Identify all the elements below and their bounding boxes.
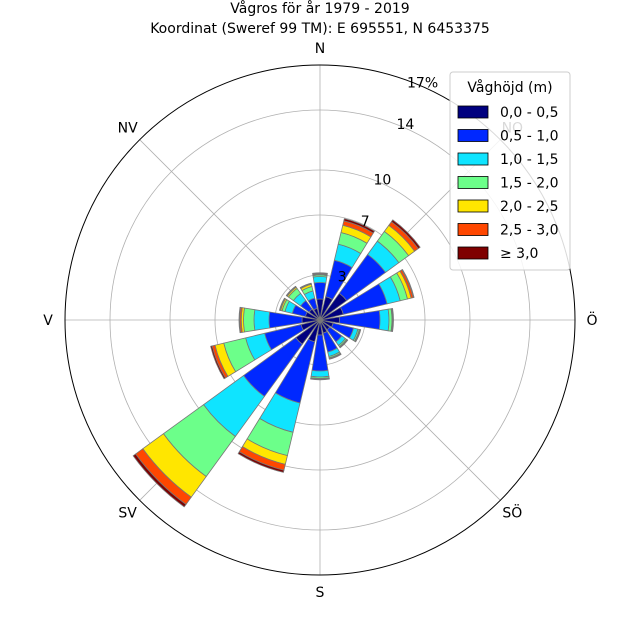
legend-label-3: 1,0 - 1,5: [500, 152, 558, 168]
bar-v-bin-7: [238, 306, 242, 334]
legend-label-5: 2,0 - 2,5: [500, 199, 558, 215]
legend-swatch-1: [457, 105, 489, 119]
bar-n-bin-7: [401, 269, 415, 298]
bar-s-bin-7: [339, 339, 349, 349]
legend: Våghöjd (m) 0,0 - 0,5 0,5 - 1,0 1,0 - 1,5 1,…: [449, 71, 571, 271]
radial-tick-label: 7: [361, 214, 370, 230]
legend-label-7: ≥ 3,0: [500, 246, 538, 262]
compass-label-nv: NV: [118, 121, 138, 137]
bar-n-bin-3: [312, 276, 328, 284]
compass-label-sv: SV: [118, 505, 137, 521]
bar-ss-bin-7: [328, 353, 342, 360]
legend-swatch-2: [457, 129, 489, 142]
compass-label-n: N: [315, 41, 325, 57]
legend-swatch-4: [457, 176, 489, 189]
legend-label-4: 1,5 - 2,0: [500, 176, 558, 192]
radial-tick-label: 3: [338, 269, 347, 285]
outer-circle: [64, 64, 576, 576]
legend-label-6: 2,5 - 3,0: [500, 223, 558, 239]
bar-nnv-bin-7: [299, 282, 312, 289]
bar-nv-bin-7: [285, 285, 297, 297]
radial-tick-label: 10: [373, 172, 391, 188]
legend-swatch-5: [457, 199, 489, 213]
compass-label-v: V: [43, 313, 53, 329]
bar-vsv-bin-7: [210, 345, 226, 380]
bar-s-bin-3: [310, 369, 330, 378]
bar-v-bin-4: [243, 307, 256, 333]
grid-spoke: [319, 319, 501, 501]
legend-swatch-3: [457, 152, 489, 166]
bar-nn-bin-7: [343, 218, 375, 234]
bar--bin-3: [378, 308, 390, 332]
legend-title: Våghöjd (m): [467, 79, 552, 96]
compass-label-s: SÖ: [502, 503, 522, 521]
bar-ssv-bin-7: [237, 451, 285, 473]
bar-n-bin-2: [313, 282, 327, 300]
grid-spoke: [139, 139, 321, 321]
bar--bin-7: [391, 308, 394, 332]
compass-label-: Ö: [586, 311, 597, 329]
bar-s-bin-7: [355, 329, 362, 343]
legend-swatch-7: [457, 246, 489, 260]
radial-tick-label: 14: [396, 117, 414, 133]
bar-layer: [132, 218, 421, 508]
bar-sv-bin-7: [132, 453, 187, 508]
bar-n-bin-7: [391, 219, 421, 249]
legend-label-2: 0,5 - 1,0: [500, 129, 558, 145]
compass-label-s: S: [316, 585, 325, 601]
bar-vnv-bin-7: [279, 297, 286, 311]
bar-s-bin-7: [310, 378, 330, 381]
chart-title-line-2: Koordinat (Sweref 99 TM): E 695551, N 64…: [150, 21, 490, 37]
chart-title-line-1: Vågros för år 1979 - 2019: [230, 0, 409, 17]
legend-swatch-6: [457, 223, 489, 236]
legend-label-1: 0,0 - 0,5: [500, 105, 558, 121]
radial-tick-label: 17%: [407, 75, 438, 91]
bar-v-bin-3: [253, 309, 271, 331]
legend-box: [449, 71, 571, 271]
bar-n-bin-7: [312, 272, 328, 275]
